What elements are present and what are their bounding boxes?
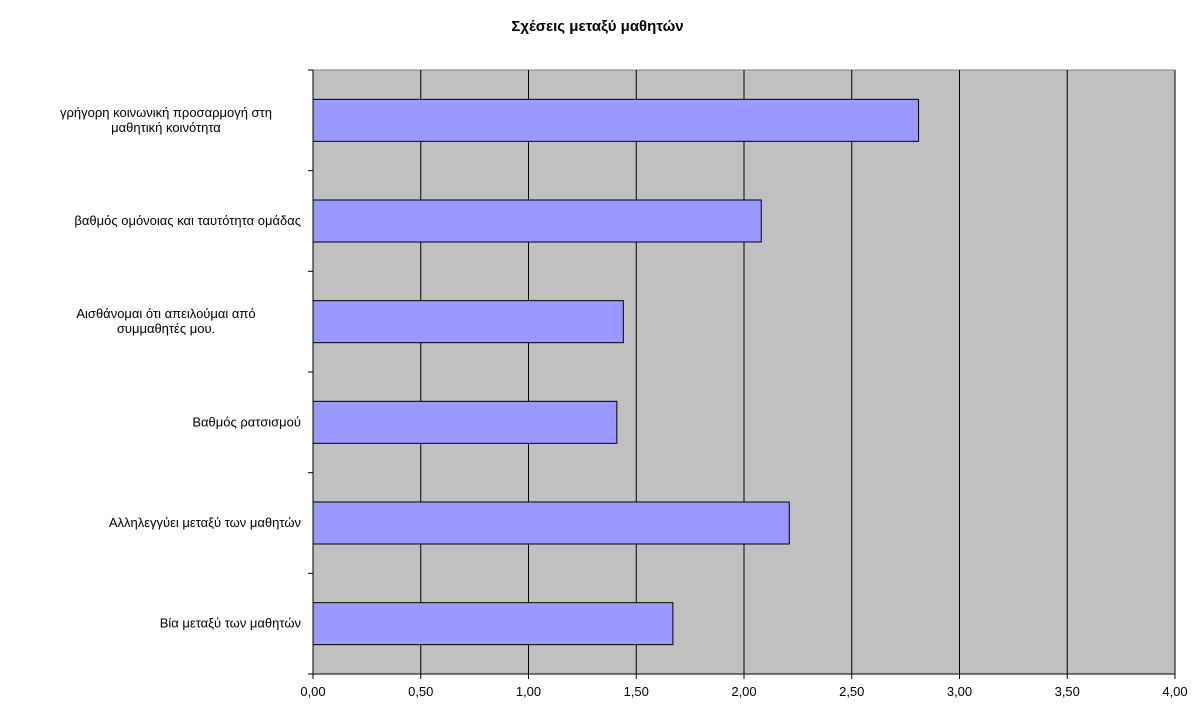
bar (312, 98, 920, 142)
category-label: Βαθμός ρατσισμού (192, 414, 301, 429)
category-label: Αλληλεγγύει μεταξύ των μαθητών (109, 515, 301, 530)
category-label: Βία μεταξύ των μαθητών (160, 616, 301, 631)
category-label: γρήγορη κοινωνική προσαρμογή στη (60, 105, 272, 120)
bar (312, 602, 674, 646)
bar (312, 400, 618, 444)
gridlines (420, 70, 1176, 674)
x-tick-label: 2,00 (731, 684, 756, 699)
x-tick-label: 3,50 (1055, 684, 1080, 699)
x-tick-label: 1,50 (624, 684, 649, 699)
x-tick-label: 2,50 (839, 684, 864, 699)
x-tick-label: 1,00 (516, 684, 541, 699)
category-labels: γρήγορη κοινωνική προσαρμογή στημαθητική… (60, 105, 301, 631)
bar (312, 199, 762, 243)
x-tick-label: 3,00 (947, 684, 972, 699)
tick-labels: 0,00 0,50 1,00 1,50 2,00 2,50 3,00 3,50 4,00 (300, 684, 1187, 699)
axes (308, 69, 1176, 679)
chart-title: Σχέσεις μεταξύ μαθητών (511, 18, 684, 35)
category-label: μαθητική κοινότητα (111, 120, 221, 135)
category-label: βαθμός ομόνοιας και ταυτότητα ομάδας (74, 213, 301, 228)
bar (312, 501, 790, 545)
category-label: Αισθάνομαι ότι απειλούμαι από (76, 306, 255, 321)
x-tick-label: 0,50 (408, 684, 433, 699)
bar (312, 300, 624, 344)
x-tick-label: 4,00 (1162, 684, 1187, 699)
x-tick-label: 0,00 (300, 684, 325, 699)
category-label: συμμαθητές μου. (117, 321, 215, 336)
